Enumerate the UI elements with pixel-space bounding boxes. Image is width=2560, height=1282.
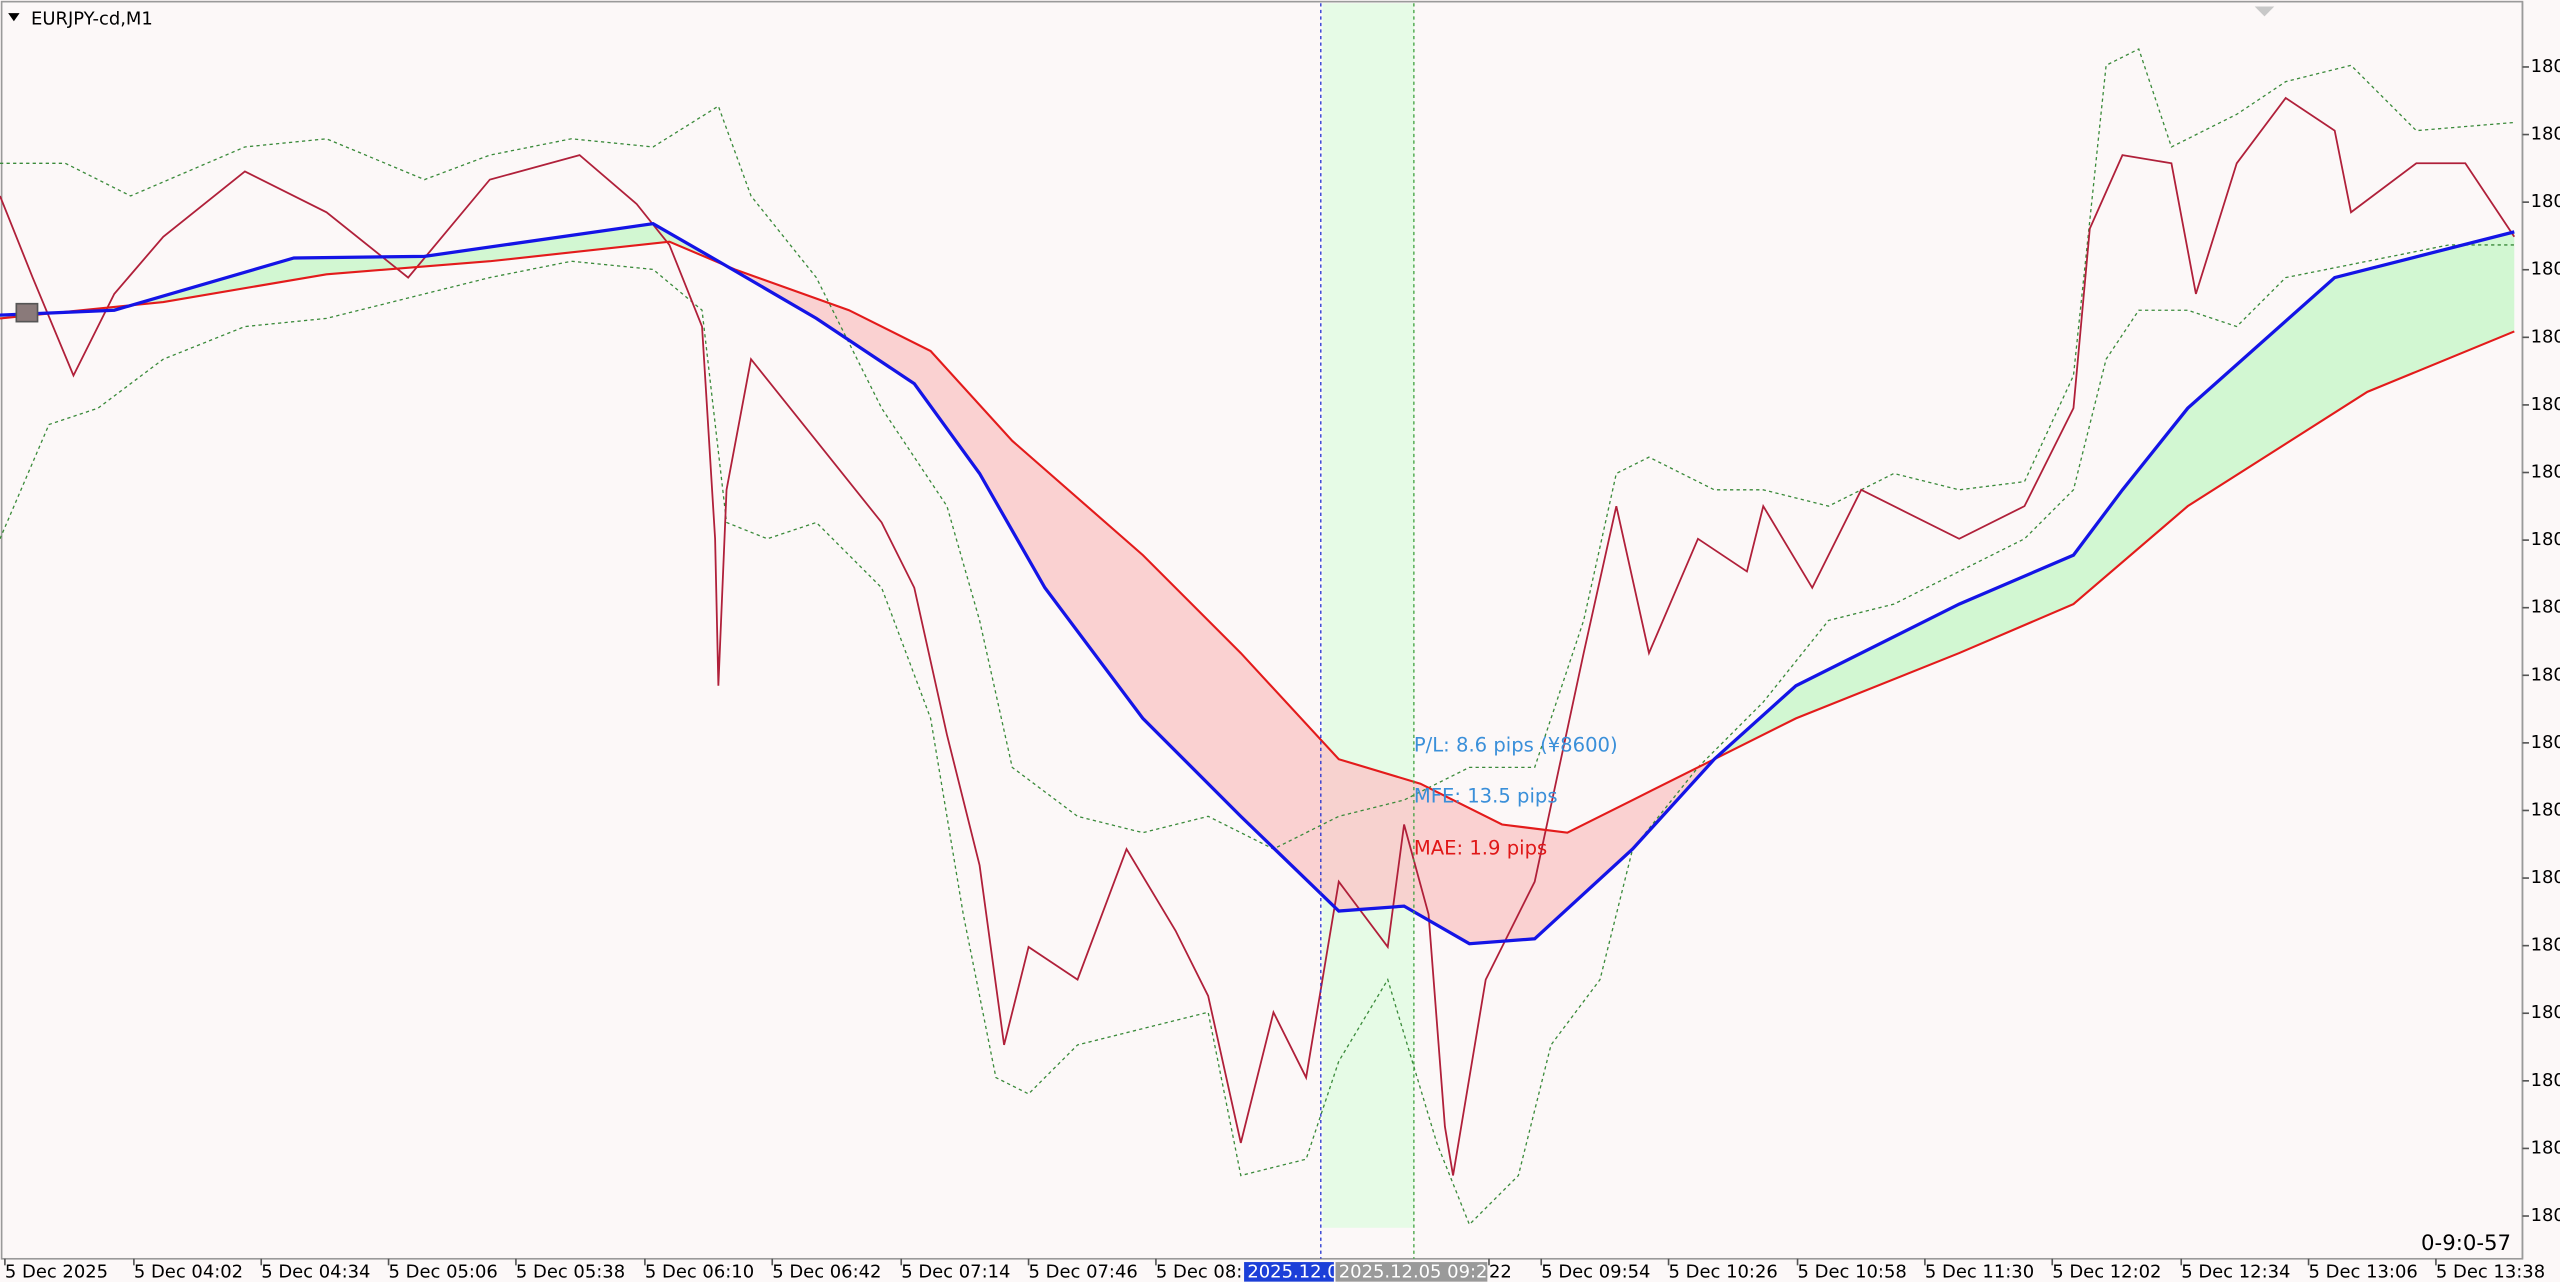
bollinger-lower [0,244,2515,1226]
time-label: 5 Dec 06:42 [772,1262,881,1282]
trade-icon[interactable] [15,302,39,323]
crosshair-time-box [1244,1262,1334,1282]
bar-countdown: 0-9:0-57 [2421,1231,2511,1256]
menu-arrow[interactable] [8,13,20,22]
price-label: 180 [2531,326,2560,347]
price-label: 180 [2531,1137,2560,1158]
time-label: 5 Dec 05:38 [516,1262,625,1282]
price-label: 180 [2531,732,2560,753]
crosshair-time: 2025.12.0 [1247,1262,1338,1282]
time-label: 5 Dec 12:34 [2181,1262,2290,1282]
price-label: 180 [2531,1002,2560,1023]
time-label: 22 [1489,1262,1512,1282]
axes: 180 180 180 180 180 180 180 180 180 180 180 180 180 1… [4,56,2560,1282]
price-label: 180 [2531,867,2560,888]
ma-fast [0,221,2515,946]
time-label: 5 Dec 07:46 [1029,1262,1138,1282]
crosshair-time: 2025.12.05 09:22 [1339,1262,1499,1282]
ma-slow [0,240,2515,834]
mfe-label: MFE: 13.5 pips [1414,784,1558,807]
price-label: 180 [2531,935,2560,956]
price-label: 180 [2531,799,2560,820]
price-label: 180 [2531,124,2560,145]
crosshair-time-box [1335,1262,1488,1282]
time-label: 5 Dec 07:14 [901,1262,1010,1282]
time-label: 5 Dec 10:26 [1669,1262,1778,1282]
time-label: 5 Dec 04:34 [261,1262,370,1282]
time-label: 5 Dec 09:54 [1541,1262,1650,1282]
mae-label: MAE: 1.9 pips [1414,837,1547,860]
ma-fill-bear [718,261,1715,944]
price-label: 180 [2531,462,2560,483]
price-label: 180 [2531,1070,2560,1091]
price-trace [0,96,2516,1176]
time-label: 5 Dec 13:06 [2309,1262,2418,1282]
time-label: 5 Dec 05:06 [389,1262,498,1282]
trade-band [1322,3,1414,1228]
pl-label: P/L: 8.6 pips (¥8600) [1414,734,1618,757]
time-label: 5 Dec 11:30 [1925,1262,2034,1282]
time-label: 5 Dec 04:02 [134,1262,243,1282]
price-label: 180 [2531,394,2560,415]
time-label: 5 Dec 2025 [5,1262,108,1282]
time-label: 5 Dec 06:10 [645,1262,754,1282]
price-label: 180 [2531,259,2560,280]
price-label: 180 [2531,664,2560,685]
price-label: 180 [2531,529,2560,550]
time-label: 5 Dec 08: [1156,1262,1242,1282]
shift-marker[interactable] [2254,6,2275,17]
time-label: 5 Dec 12:02 [2052,1262,2161,1282]
price-label: 180 [2531,1205,2560,1226]
price-label: 180 [2531,56,2560,77]
bollinger-upper [0,48,2515,850]
time-label: 5 Dec 13:38 [2436,1262,2545,1282]
price-label: 180 [2531,597,2560,618]
symbol-title: EURJPY-cd,M1 [31,9,153,30]
time-label: 5 Dec 10:58 [1798,1262,1907,1282]
price-label: 180 [2531,191,2560,212]
